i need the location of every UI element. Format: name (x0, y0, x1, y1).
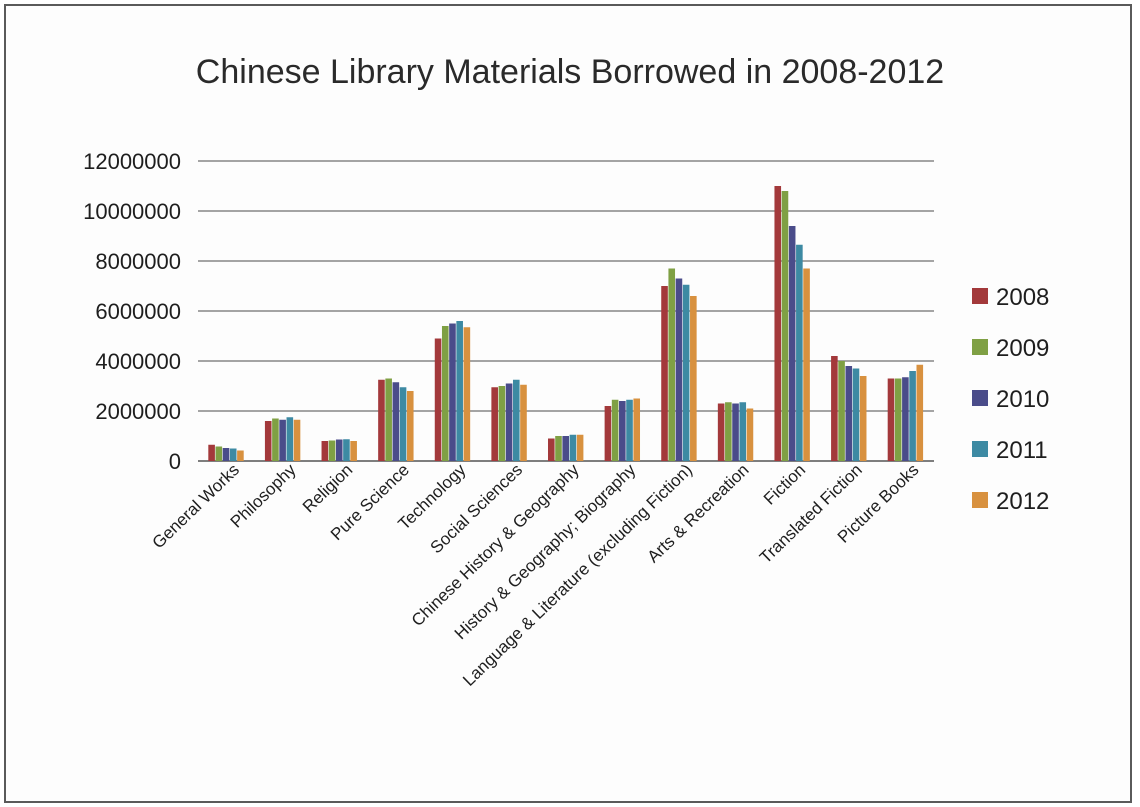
bar-2011 (682, 284, 690, 461)
chart-title: Chinese Library Materials Borrowed in 20… (196, 53, 944, 91)
bar-2008 (548, 438, 555, 461)
bar-2009 (215, 446, 223, 461)
bar-2010 (335, 439, 343, 461)
bar-2010 (505, 383, 513, 461)
bar-2009 (385, 378, 392, 461)
y-axis-ticks: 0 2000000 4000000 6000000 8000000 10000000 120… (83, 149, 181, 474)
bar-2009 (894, 378, 902, 461)
y-tick-label: 4000000 (95, 349, 181, 374)
bar-2010 (619, 401, 626, 461)
bar-2010 (279, 419, 286, 461)
bar-2008 (378, 379, 385, 461)
y-tick-label: 10000000 (83, 199, 181, 224)
bar-2008 (491, 387, 498, 461)
bar-2009 (441, 326, 449, 461)
bar-2010 (449, 323, 456, 461)
bar-2008 (264, 421, 272, 461)
bar-2011 (229, 448, 237, 461)
x-tick-label: Arts & Recreation (644, 460, 753, 566)
gridlines (198, 160, 934, 462)
y-tick-label: 12000000 (83, 149, 181, 174)
legend-label: 2012 (996, 488, 1049, 515)
bar-2009 (725, 402, 732, 461)
bar-2010 (732, 403, 739, 461)
legend-label: 2008 (996, 284, 1049, 311)
bar-2009 (498, 386, 506, 461)
bar-2011 (286, 417, 294, 461)
legend-swatch (972, 492, 988, 508)
bar-2011 (456, 321, 463, 461)
bar-2009 (668, 268, 676, 461)
bar-2011 (399, 387, 407, 461)
bars (208, 186, 924, 461)
bar-2011 (796, 244, 803, 461)
bar-2012 (237, 450, 244, 461)
y-tick-label: 8000000 (95, 249, 181, 274)
legend-label: 2011 (996, 437, 1048, 464)
bar-2012 (916, 364, 924, 461)
x-tick-label: General Works (149, 460, 244, 552)
bar-2010 (902, 377, 909, 461)
bar-2011 (909, 371, 916, 461)
bar-2012 (520, 384, 527, 461)
bar-2012 (293, 419, 301, 461)
x-tick-label: Translated Fiction (756, 460, 866, 567)
bar-2008 (887, 378, 895, 461)
bar-2009 (555, 436, 562, 461)
legend-label: 2010 (996, 386, 1049, 413)
bar-2010 (562, 436, 569, 461)
bar-2012 (350, 441, 357, 461)
bar-2010 (675, 278, 683, 461)
bar-2012 (859, 376, 867, 461)
y-tick-label: 0 (169, 449, 181, 474)
x-tick-label: Religion (299, 460, 356, 516)
bar-2010 (222, 448, 230, 461)
bar-2012 (803, 268, 810, 461)
x-tick-label: Fiction (760, 460, 809, 508)
bar-2012 (746, 408, 754, 461)
bar-2008 (774, 186, 782, 461)
bar-2009 (611, 399, 619, 461)
bar-2012 (463, 327, 471, 461)
legend-swatch (972, 441, 988, 457)
bar-2012 (406, 391, 414, 461)
y-tick-label: 6000000 (95, 299, 181, 324)
chart-frame (4, 4, 1132, 803)
bar-2008 (321, 441, 329, 461)
bar-2012 (576, 434, 584, 461)
legend-swatch (972, 390, 988, 406)
bar-2008 (604, 406, 612, 461)
legend-swatch (972, 339, 988, 355)
bar-2009 (328, 440, 336, 461)
bar-2011 (739, 402, 747, 461)
bar-2008 (208, 444, 215, 461)
bar-2012 (633, 398, 641, 461)
legend-swatch (972, 288, 988, 304)
bar-2008 (434, 338, 442, 461)
bar-2010 (845, 366, 853, 461)
bar-2009 (272, 418, 279, 461)
bar-2008 (717, 403, 725, 461)
bar-2010 (788, 226, 796, 461)
bar-2011 (626, 399, 633, 461)
bar-2009 (838, 361, 845, 461)
bar-2009 (781, 191, 789, 461)
bar-2012 (690, 296, 697, 461)
bar-2011 (512, 379, 520, 461)
legend: 2008 2009 2010 2011 2012 (972, 284, 1049, 515)
legend-label: 2009 (996, 335, 1049, 362)
y-tick-label: 2000000 (95, 399, 181, 424)
bar-2008 (831, 356, 838, 461)
bar-2011 (852, 368, 860, 461)
bar-2010 (392, 382, 400, 461)
bar-2011 (569, 434, 577, 461)
bar-2011 (343, 439, 350, 461)
bar-2008 (661, 286, 668, 461)
